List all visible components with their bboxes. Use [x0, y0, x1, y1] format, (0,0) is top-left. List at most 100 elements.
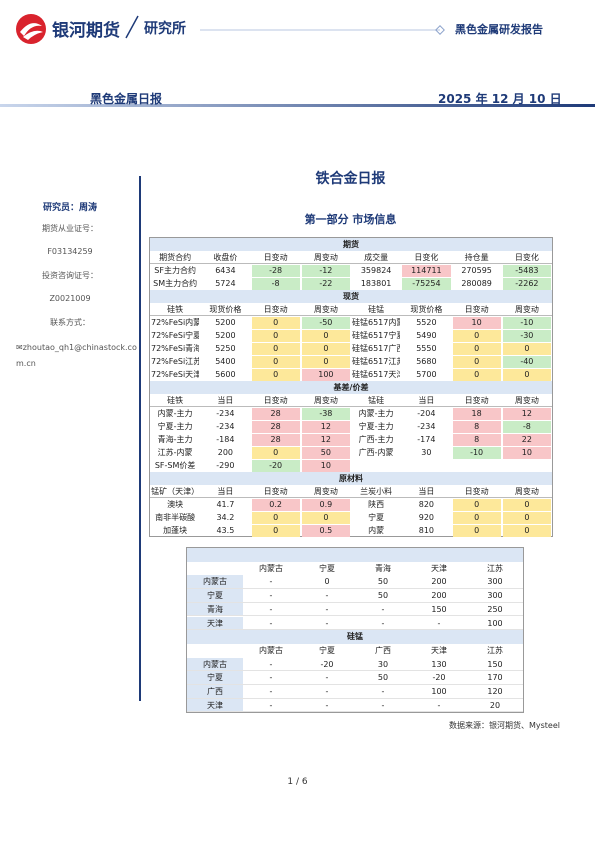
table-cell: 0	[251, 329, 300, 342]
table-cell: 5400	[215, 356, 236, 366]
table-cell: 周变动	[300, 394, 351, 407]
table-cell: -234	[216, 408, 235, 418]
table-cell: 周变动	[300, 251, 351, 264]
table-cell: 5490	[416, 330, 437, 340]
table-cell: -	[299, 699, 355, 713]
table-cell: -	[299, 671, 355, 685]
table-cell: 0	[251, 446, 300, 459]
table-cell: 280089	[461, 278, 492, 288]
table-cell: -204	[417, 408, 436, 418]
page-number: 1 / 6	[287, 777, 308, 787]
table-cell: -	[243, 685, 299, 699]
table-cell: 宁夏	[187, 671, 243, 685]
table-cell: 5700	[416, 369, 437, 379]
table-cell: 陕西	[368, 499, 385, 509]
table-cell: 硅铁	[150, 394, 201, 407]
table-cell: 硅锰6517天津	[352, 369, 401, 379]
table-cell: 宁夏	[319, 645, 335, 655]
logo-icon	[16, 14, 46, 44]
doc-title: 铁合金日报	[315, 171, 386, 187]
table-cell: -40	[502, 355, 551, 368]
table-cell: 200	[411, 589, 467, 603]
table-cell: 100	[301, 368, 350, 381]
institute: 研究所	[144, 21, 186, 37]
table-cell: 0	[452, 524, 501, 537]
table-cell: 0	[251, 342, 300, 355]
table-cell: 内蒙古	[187, 657, 243, 672]
table-cell: 内蒙-主力	[358, 408, 394, 418]
table-cell: 天津	[187, 698, 243, 713]
label: 投资咨询证号：	[42, 271, 98, 280]
table-cell: 300	[467, 589, 523, 603]
table-cell: 日变动	[451, 394, 502, 407]
table-cell: 基差/价差	[150, 381, 552, 394]
table-cell: -	[243, 617, 299, 631]
table-cell: 10	[452, 316, 501, 329]
header-bar	[0, 104, 595, 107]
table-cell: -30	[502, 329, 551, 342]
table-cell: 100	[467, 617, 523, 631]
table-cell: 天津	[431, 645, 447, 655]
report-name: 黑色金属日报	[90, 92, 163, 106]
table-cell: 周变动	[300, 303, 351, 316]
table-cell: 日变动	[451, 303, 502, 316]
table-cell: -234	[216, 421, 235, 431]
table-cell: -290	[216, 460, 235, 470]
table-cell: 41.7	[216, 499, 235, 509]
table-cell: 成交量	[351, 251, 402, 264]
table-cell: -	[243, 603, 299, 617]
table-cell: -	[355, 685, 411, 699]
table-cell: 硅锰6517内蒙	[352, 317, 401, 327]
table-cell: -10	[502, 316, 551, 329]
table-cell: 日变动	[451, 485, 502, 498]
table-cell: 期货	[150, 238, 552, 251]
table-cell: -12	[301, 264, 350, 277]
table-cell: -	[243, 589, 299, 603]
table-cell: 0	[299, 575, 355, 590]
table-cell: 现货价格	[401, 303, 452, 316]
table-cell: 周变动	[501, 485, 552, 498]
table-cell: 锰矿（天津）	[150, 485, 201, 498]
table-cell: 0	[251, 524, 300, 537]
table-cell: 内蒙古	[259, 563, 283, 573]
table-cell: 5520	[416, 317, 437, 327]
table-cell: 300	[467, 575, 523, 590]
table-cell: 0	[502, 368, 551, 381]
table-cell: -10	[452, 446, 501, 459]
table-cell: 兰炭小料	[351, 485, 402, 498]
table-cell: 日变动	[250, 303, 301, 316]
table-cell: 28	[251, 433, 300, 446]
table-cell: 江苏-内蒙	[157, 447, 193, 457]
table-cell: 0	[301, 355, 350, 368]
table-cell: 270595	[461, 265, 492, 275]
table-cell: -	[411, 617, 467, 631]
table-cell: 5680	[416, 356, 437, 366]
table-cell: 0	[502, 511, 551, 524]
table-cell: -20	[251, 459, 300, 472]
table-cell: 天津	[431, 563, 447, 573]
table-cell: -20	[299, 658, 355, 672]
table-cell: 周变动	[501, 303, 552, 316]
table-cell	[187, 548, 523, 562]
table-cell: 0	[251, 511, 300, 524]
table-cell: -	[299, 589, 355, 603]
table-cell: 34.2	[216, 512, 235, 522]
table-cell: 10	[301, 459, 350, 472]
table-cell: 5600	[215, 369, 236, 379]
table-cell: -184	[216, 434, 235, 444]
table-cell: 114711	[402, 264, 451, 277]
table-cell: 5200	[215, 330, 236, 340]
table-cell: 359824	[360, 265, 392, 275]
spread-table: 内蒙古 宁夏 青海 天津 江苏 内蒙古 -0 50 200 300 宁夏 - -50 200 300 青海 - -…	[186, 547, 524, 713]
table-cell: -	[411, 699, 467, 713]
table-cell: 宁夏	[368, 512, 385, 522]
table-cell: 0	[251, 355, 300, 368]
table-cell: 现货	[150, 290, 552, 303]
table-cell: -38	[301, 407, 350, 420]
table-cell: 0	[251, 316, 300, 329]
table-cell: -	[243, 658, 299, 672]
table-cell: 澳块	[167, 499, 184, 509]
source: 数据来源：银河期货、Mysteel	[448, 721, 560, 730]
table-cell: 内蒙古	[187, 575, 243, 590]
table-cell: 当日	[200, 394, 251, 407]
